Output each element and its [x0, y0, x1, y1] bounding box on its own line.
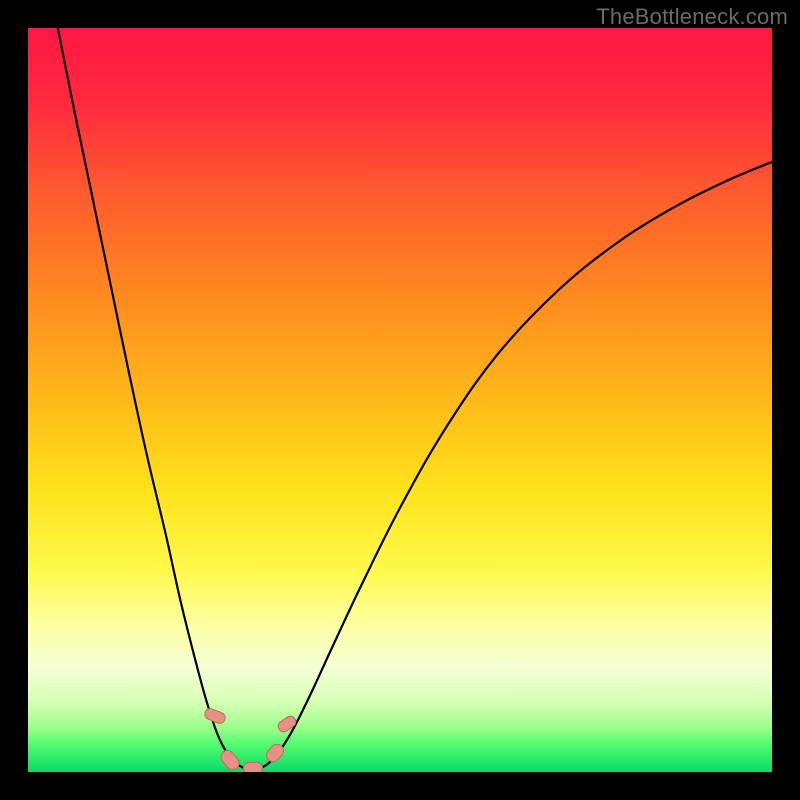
curve-left-branch [58, 28, 251, 770]
plot-area [28, 28, 772, 772]
curve-right-branch [251, 162, 772, 770]
bottleneck-curve [28, 28, 772, 772]
valley-marker-2 [243, 762, 263, 772]
watermark-text: TheBottleneck.com [596, 4, 788, 30]
